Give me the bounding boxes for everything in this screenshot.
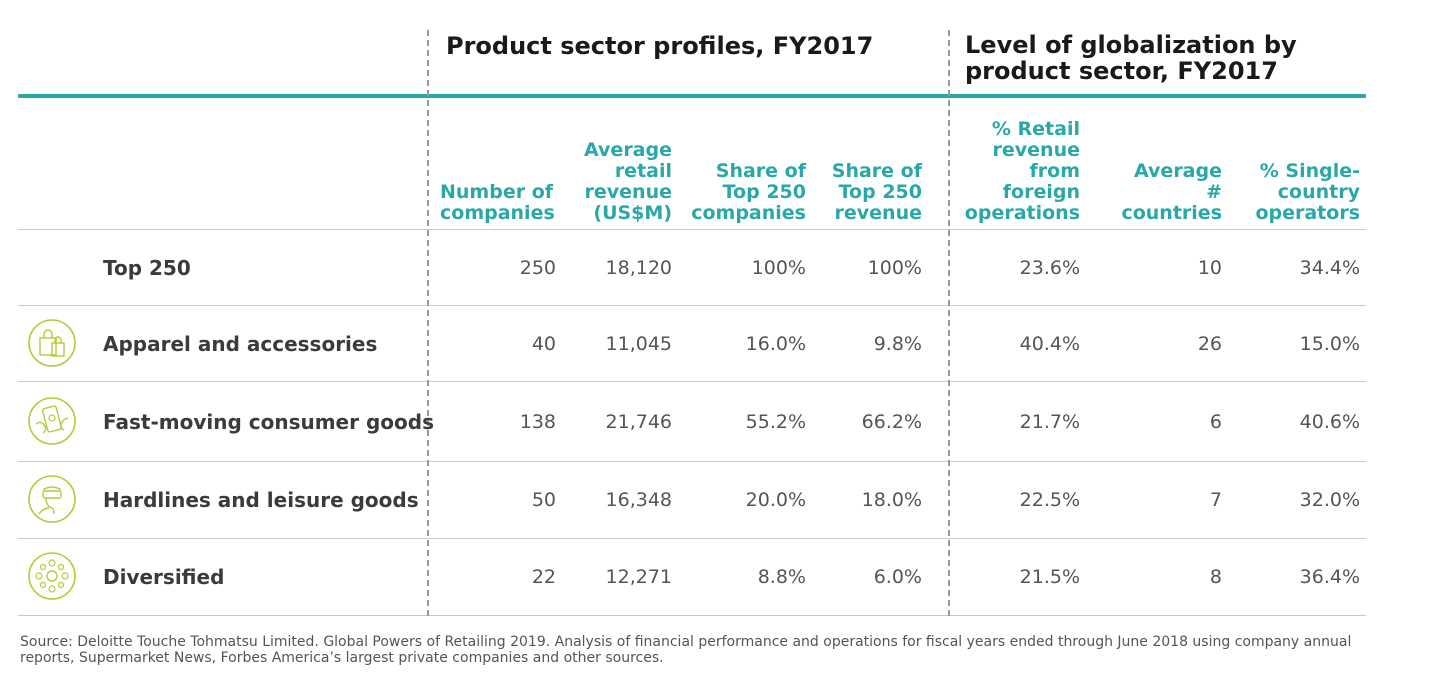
cell-average-revenue: 16,348 (605, 489, 672, 511)
row-label: Top 250 (103, 256, 191, 280)
shopping-bag-icon (28, 319, 76, 367)
cell-share-companies: 100% (751, 257, 806, 279)
col-header-number-of-companies: Number of companies (440, 181, 555, 224)
col-header-share-of-companies: Share of Top 250 companies (691, 160, 806, 224)
cell-single-country: 36.4% (1299, 566, 1360, 588)
cell-average-countries: 26 (1197, 333, 1222, 355)
row-label: Hardlines and leisure goods (103, 488, 419, 512)
row-label: Diversified (103, 565, 225, 589)
cell-number-of-companies: 50 (531, 489, 556, 511)
row-divider (18, 381, 1366, 382)
row-divider (18, 305, 1366, 306)
cell-average-countries: 10 (1197, 257, 1222, 279)
col-header-average-retail-revenue: Average retail revenue (US$M) (584, 139, 672, 224)
cell-foreign-operations: 21.7% (1019, 411, 1080, 433)
cell-average-revenue: 12,271 (605, 566, 672, 588)
cell-share-revenue: 9.8% (873, 333, 922, 355)
cell-share-companies: 55.2% (745, 411, 806, 433)
cell-number-of-companies: 138 (519, 411, 556, 433)
cell-average-revenue: 11,045 (605, 333, 672, 355)
group-title-sector-profiles: Product sector profiles, FY2017 (446, 32, 874, 60)
cell-foreign-operations: 23.6% (1019, 257, 1080, 279)
cell-average-revenue: 21,746 (605, 411, 672, 433)
row-divider (18, 461, 1366, 462)
vr-headset-icon (28, 475, 76, 523)
row-divider (18, 229, 1366, 230)
network-icon (28, 552, 76, 600)
cell-average-countries: 6 (1209, 411, 1222, 433)
cell-average-countries: 8 (1209, 566, 1222, 588)
group-title-globalization: Level of globalization by product sector… (965, 31, 1297, 85)
cell-single-country: 40.6% (1299, 411, 1360, 433)
cell-number-of-companies: 40 (531, 333, 556, 355)
col-header-foreign-operations: % Retail revenue from foreign operations (964, 118, 1080, 224)
cell-average-countries: 7 (1209, 489, 1222, 511)
group-separator-left (427, 30, 429, 616)
col-header-share-of-revenue: Share of Top 250 revenue (831, 160, 922, 224)
cell-single-country: 32.0% (1299, 489, 1360, 511)
cell-foreign-operations: 40.4% (1019, 333, 1080, 355)
cell-foreign-operations: 22.5% (1019, 489, 1080, 511)
table-row: Apparel and accessories 40 11,045 16.0% … (18, 306, 1366, 382)
header-rule (18, 94, 1366, 98)
cell-number-of-companies: 250 (519, 257, 556, 279)
cell-single-country: 15.0% (1299, 333, 1360, 355)
table-row: Top 250 250 18,120 100% 100% 23.6% 10 34… (18, 230, 1366, 306)
row-divider (18, 538, 1366, 539)
row-label: Apparel and accessories (103, 332, 378, 356)
table-row: Fast-moving consumer goods 138 21,746 55… (18, 384, 1366, 460)
cell-share-companies: 8.8% (757, 566, 806, 588)
cell-share-revenue: 100% (867, 257, 922, 279)
row-divider (18, 615, 1366, 616)
cell-share-companies: 16.0% (745, 333, 806, 355)
row-label: Fast-moving consumer goods (103, 410, 434, 434)
cell-average-revenue: 18,120 (605, 257, 672, 279)
table-row: Diversified 22 12,271 8.8% 6.0% 21.5% 8 … (18, 539, 1366, 615)
cell-share-revenue: 18.0% (861, 489, 922, 511)
table-row: Hardlines and leisure goods 50 16,348 20… (18, 462, 1366, 538)
cell-foreign-operations: 21.5% (1019, 566, 1080, 588)
source-note: Source: Deloitte Touche Tohmatsu Limited… (20, 634, 1352, 666)
cell-share-revenue: 6.0% (873, 566, 922, 588)
col-header-single-country-operators: % Single- country operators (1255, 160, 1360, 224)
phone-hands-icon (28, 397, 76, 445)
cell-single-country: 34.4% (1299, 257, 1360, 279)
group-separator-right (948, 30, 950, 616)
cell-number-of-companies: 22 (531, 566, 556, 588)
cell-share-revenue: 66.2% (861, 411, 922, 433)
col-header-average-countries: Average # countries (1121, 160, 1222, 224)
cell-share-companies: 20.0% (745, 489, 806, 511)
